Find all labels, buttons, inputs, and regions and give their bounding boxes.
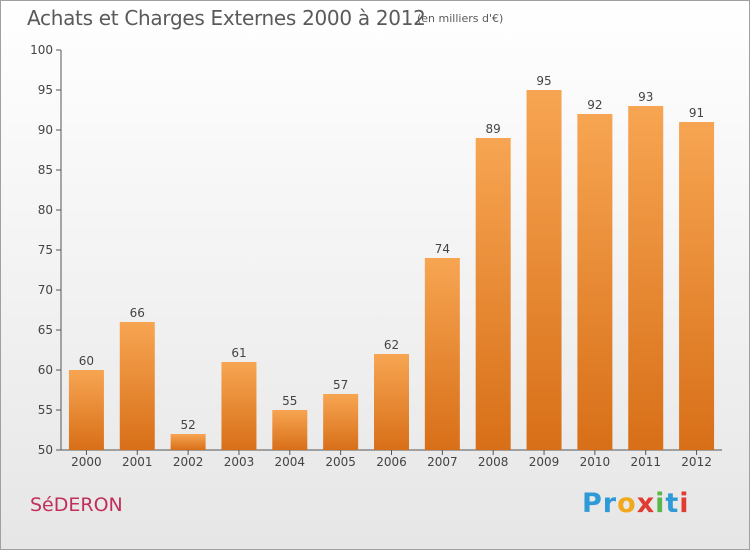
x-tick-label: 2009	[529, 455, 560, 469]
bar	[679, 122, 715, 450]
y-tick-label: 85	[38, 163, 53, 177]
data-label: 66	[130, 306, 145, 320]
x-tick-label: 2012	[681, 455, 712, 469]
data-label: 52	[180, 418, 195, 432]
data-label: 92	[587, 98, 602, 112]
y-tick-label: 80	[38, 203, 53, 217]
y-tick-label: 75	[38, 243, 53, 257]
y-tick-label: 60	[38, 363, 53, 377]
data-label: 89	[486, 122, 501, 136]
bar	[119, 322, 155, 450]
x-tick-label: 2002	[173, 455, 204, 469]
y-tick-label: 50	[38, 443, 53, 457]
x-tick-label: 2000	[71, 455, 102, 469]
data-label: 57	[333, 378, 348, 392]
bar	[170, 434, 206, 450]
data-label: 74	[435, 242, 450, 256]
x-tick-label: 2008	[478, 455, 509, 469]
logo-letter: t	[665, 488, 680, 519]
data-label: 93	[638, 90, 653, 104]
chart-title: Achats et Charges Externes 2000 à 2012	[27, 6, 426, 30]
x-tick-label: 2006	[376, 455, 407, 469]
y-tick-label: 90	[38, 123, 53, 137]
data-label: 62	[384, 338, 399, 352]
y-tick-label: 100	[30, 43, 53, 57]
logo-letter: i	[679, 488, 690, 519]
logo-letter: r	[602, 488, 618, 519]
y-tick-label: 65	[38, 323, 53, 337]
bar	[424, 258, 460, 450]
bar	[323, 394, 359, 450]
x-tick-label: 2001	[122, 455, 153, 469]
proxiti-logo: Proxiti	[582, 488, 690, 519]
bar	[272, 410, 308, 450]
bar	[374, 354, 409, 450]
data-label: 91	[689, 106, 704, 120]
logo-letter: P	[582, 488, 603, 519]
bar	[475, 138, 511, 450]
bar	[68, 370, 104, 450]
data-label: 95	[536, 74, 551, 88]
chart-subtitle: (en milliers d'€)	[417, 12, 504, 25]
data-label: 55	[282, 394, 297, 408]
logo-letter: x	[636, 488, 656, 519]
x-tick-label: 2011	[630, 455, 661, 469]
x-tick-label: 2010	[580, 455, 611, 469]
data-label: 61	[231, 346, 246, 360]
commune-name: SéDERON	[30, 494, 123, 516]
logo-letter: o	[617, 488, 637, 519]
bar	[221, 362, 257, 450]
y-tick-label: 70	[38, 283, 53, 297]
y-tick-label: 55	[38, 403, 53, 417]
x-tick-label: 2005	[325, 455, 356, 469]
bar	[628, 106, 664, 450]
data-label: 60	[79, 354, 94, 368]
y-tick-label: 95	[38, 83, 53, 97]
x-tick-label: 2003	[224, 455, 255, 469]
logo-letter: i	[655, 488, 666, 519]
x-tick-label: 2004	[275, 455, 306, 469]
bar	[577, 114, 613, 450]
x-tick-label: 2007	[427, 455, 458, 469]
bar	[526, 90, 562, 450]
